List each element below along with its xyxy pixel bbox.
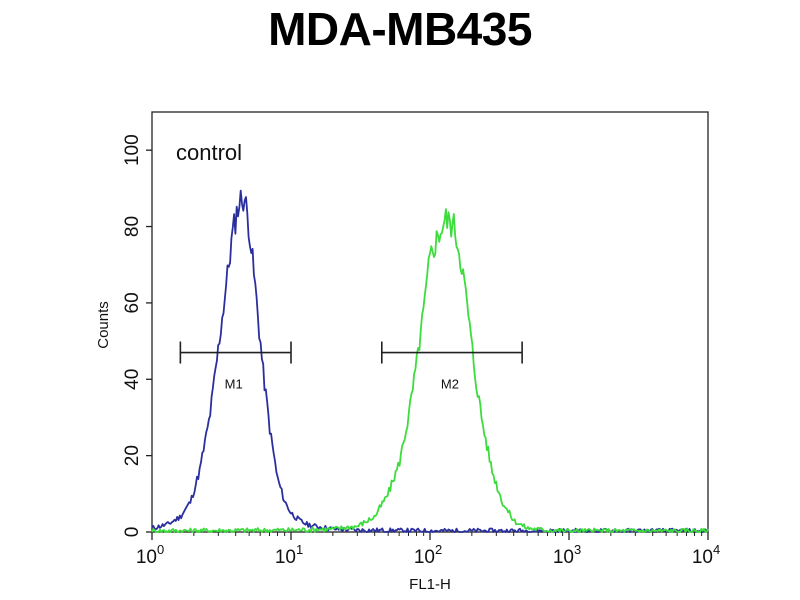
x-tick-exponent: 2 [435, 542, 442, 557]
y-tick-label: 20 [122, 445, 143, 466]
x-tick-base: 10 [414, 547, 435, 568]
chart-title: MDA-MB435 [268, 3, 532, 55]
x-ticks: 100 101 102 103 104 [136, 532, 720, 568]
x-tick-base: 10 [275, 547, 296, 568]
y-tick-label: 0 [122, 527, 143, 538]
y-tick-label: 80 [122, 216, 143, 237]
plot-axes [151, 111, 709, 533]
x-tick-label: 104 [692, 542, 720, 568]
y-tick-label: 60 [122, 292, 143, 313]
y-ticks: 0 20 40 60 80 100 [122, 134, 152, 537]
x-tick-exponent: 0 [157, 542, 164, 557]
marker-label-m2: M2 [441, 377, 459, 392]
marker-label-m1: M1 [225, 377, 243, 392]
y-tick-label: 100 [122, 134, 143, 166]
x-tick-base: 10 [553, 547, 574, 568]
x-tick-label: 102 [414, 542, 442, 568]
control-annotation: control [176, 140, 242, 165]
y-axis-label: Counts [95, 301, 112, 349]
x-tick-label: 100 [136, 542, 164, 568]
x-tick-base: 10 [692, 547, 713, 568]
series-layer [151, 189, 709, 533]
x-tick-base: 10 [136, 547, 157, 568]
marker-layer: M1 M2 [179, 341, 523, 392]
x-tick-label: 101 [275, 542, 303, 568]
x-tick-exponent: 4 [713, 542, 720, 557]
y-tick-label: 40 [122, 369, 143, 390]
x-tick-label: 103 [553, 542, 581, 568]
x-axis-label: FL1-H [409, 576, 451, 593]
x-tick-exponent: 1 [296, 542, 303, 557]
series-line-2 [151, 208, 709, 533]
plot-frame [151, 111, 709, 533]
series-line-1 [151, 189, 709, 533]
x-tick-exponent: 3 [574, 542, 581, 557]
